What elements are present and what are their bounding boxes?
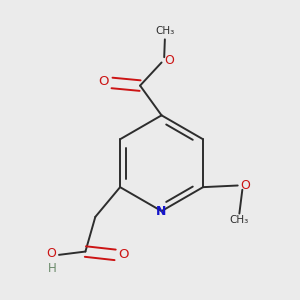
Text: CH₃: CH₃ [155,26,175,36]
Text: H: H [48,262,56,275]
Text: O: O [46,247,56,260]
Text: O: O [118,248,129,261]
Text: O: O [240,179,250,192]
Text: O: O [98,75,109,88]
Text: N: N [156,205,167,218]
Text: CH₃: CH₃ [230,215,249,225]
Text: O: O [164,54,174,67]
